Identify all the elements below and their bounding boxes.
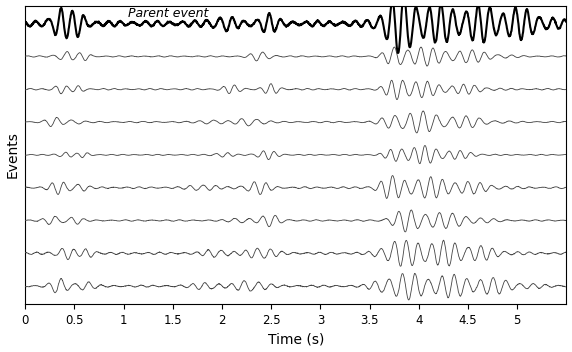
Y-axis label: Events: Events <box>6 131 19 178</box>
Text: Parent event: Parent event <box>129 7 209 20</box>
X-axis label: Time (s): Time (s) <box>268 332 324 346</box>
